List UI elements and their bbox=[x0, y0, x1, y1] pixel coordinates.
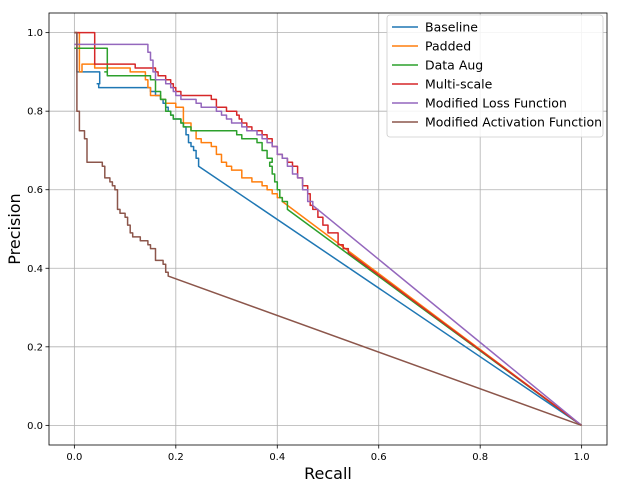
legend-label: Padded bbox=[425, 39, 471, 54]
x-tick-label: 0.0 bbox=[66, 452, 82, 463]
y-tick-label: 0.8 bbox=[27, 107, 43, 118]
legend-label: Multi-scale bbox=[425, 77, 493, 92]
x-axis-label: Recall bbox=[304, 464, 352, 483]
y-tick-label: 0.6 bbox=[27, 185, 43, 196]
plot-frame bbox=[48, 12, 608, 446]
x-tick-label: 0.2 bbox=[168, 452, 184, 463]
y-tick-label: 0.0 bbox=[27, 421, 43, 432]
ticks: 0.0 0.2 0.4 0.6 0.8 1.0 0.0 0.2 0.4 0.6 0.8 1.0 bbox=[27, 28, 589, 463]
legend-label: Modified Activation Function bbox=[425, 115, 602, 130]
y-tick-label: 0.4 bbox=[27, 264, 43, 275]
x-tick-label: 1.0 bbox=[574, 452, 590, 463]
y-tick-label: 0.2 bbox=[27, 342, 43, 353]
legend: Baseline Padded Data Aug Multi-scale Modifie… bbox=[386, 14, 604, 138]
legend-box bbox=[386, 14, 604, 138]
x-tick-label: 0.8 bbox=[472, 452, 488, 463]
series-line-modified-loss-function bbox=[74, 43, 583, 426]
series-line-modified-activation-function bbox=[74, 31, 582, 427]
x-tick-label: 0.4 bbox=[269, 452, 285, 463]
y-axis-label: Precision bbox=[5, 193, 24, 264]
series-line-data-aug bbox=[74, 47, 583, 427]
legend-label: Baseline bbox=[425, 20, 478, 35]
series-lines bbox=[74, 31, 583, 427]
x-tick-label: 0.6 bbox=[371, 452, 387, 463]
series-line-padded bbox=[74, 31, 583, 427]
y-tick-label: 1.0 bbox=[27, 28, 43, 39]
series-line-baseline bbox=[74, 31, 583, 427]
legend-label: Data Aug bbox=[425, 58, 483, 73]
legend-label: Modified Loss Function bbox=[425, 96, 567, 111]
